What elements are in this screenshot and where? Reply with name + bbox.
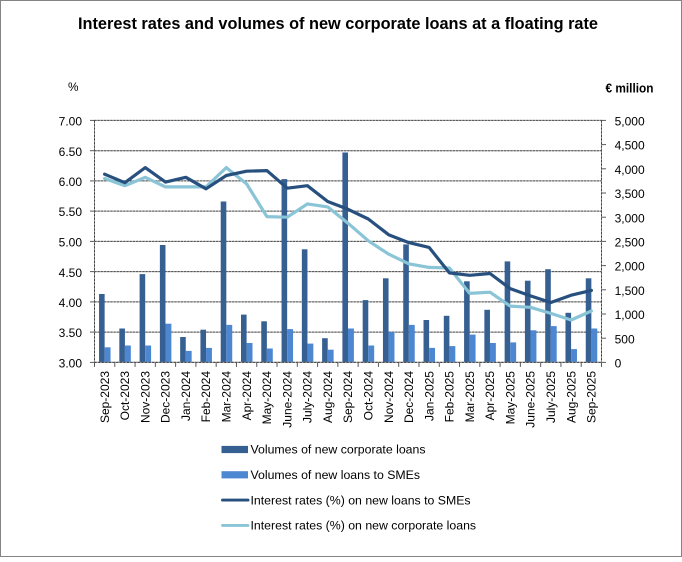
svg-text:5.00: 5.00 [59, 236, 83, 250]
svg-text:Sep-2025: Sep-2025 [585, 371, 599, 423]
svg-text:Interest rates and volumes of: Interest rates and volumes of new corpor… [78, 14, 598, 33]
svg-text:1,500: 1,500 [615, 284, 645, 298]
svg-text:4,500: 4,500 [615, 139, 645, 153]
svg-text:Apr-2025: Apr-2025 [483, 371, 497, 421]
svg-text:6.00: 6.00 [59, 175, 83, 189]
svg-text:July-2025: July-2025 [544, 371, 558, 423]
svg-text:Dec-2024: Dec-2024 [402, 371, 416, 423]
svg-text:Feb-2025: Feb-2025 [443, 371, 457, 423]
svg-text:Sep-2023: Sep-2023 [98, 371, 112, 423]
svg-text:4.00: 4.00 [59, 296, 83, 310]
svg-text:June-2024: June-2024 [280, 371, 294, 428]
svg-text:Aug-2024: Aug-2024 [321, 371, 335, 423]
svg-text:Jan-2025: Jan-2025 [422, 371, 436, 421]
svg-text:€ million: € million [606, 80, 654, 95]
svg-text:Sep-2024: Sep-2024 [341, 371, 355, 423]
svg-text:Mar-2025: Mar-2025 [463, 371, 477, 423]
svg-text:Nov-2023: Nov-2023 [138, 371, 152, 423]
svg-text:5,000: 5,000 [615, 115, 645, 129]
svg-text:Nov-2024: Nov-2024 [382, 371, 396, 423]
svg-text:Dec-2023: Dec-2023 [159, 371, 173, 423]
svg-text:3,000: 3,000 [615, 211, 645, 225]
svg-text:3.00: 3.00 [59, 357, 83, 371]
svg-text:Jan-2024: Jan-2024 [179, 371, 193, 421]
svg-text:7.00: 7.00 [59, 115, 83, 129]
svg-text:500: 500 [615, 332, 635, 346]
svg-text:1,000: 1,000 [615, 308, 645, 322]
svg-text:Feb-2024: Feb-2024 [199, 371, 213, 423]
svg-text:2,500: 2,500 [615, 236, 645, 250]
svg-text:5.50: 5.50 [59, 205, 83, 219]
svg-text:%: % [68, 80, 79, 94]
svg-text:Volumes of new loans to SMEs: Volumes of new loans to SMEs [251, 468, 421, 482]
svg-text:Oct-2024: Oct-2024 [362, 371, 376, 421]
svg-text:Interest rates (%) on new corp: Interest rates (%) on new corporate loan… [251, 519, 477, 533]
svg-text:2,000: 2,000 [615, 260, 645, 274]
svg-text:4,000: 4,000 [615, 163, 645, 177]
svg-text:3.50: 3.50 [59, 326, 83, 340]
svg-text:4.50: 4.50 [59, 266, 83, 280]
svg-text:0: 0 [615, 357, 622, 371]
svg-text:June-2025: June-2025 [524, 371, 538, 428]
svg-text:May-2024: May-2024 [260, 371, 274, 425]
svg-text:July-2024: July-2024 [301, 371, 315, 423]
svg-text:Mar-2024: Mar-2024 [220, 371, 234, 423]
svg-text:Aug-2025: Aug-2025 [564, 371, 578, 423]
svg-text:May-2025: May-2025 [503, 371, 517, 425]
svg-text:6.50: 6.50 [59, 145, 83, 159]
svg-text:Volumes of new corporate loans: Volumes of new corporate loans [251, 443, 426, 457]
svg-text:Oct-2023: Oct-2023 [118, 371, 132, 421]
svg-text:Interest rates (%) on new loan: Interest rates (%) on new loans to SMEs [251, 493, 471, 507]
svg-text:3,500: 3,500 [615, 187, 645, 201]
svg-text:Apr-2024: Apr-2024 [240, 371, 254, 421]
